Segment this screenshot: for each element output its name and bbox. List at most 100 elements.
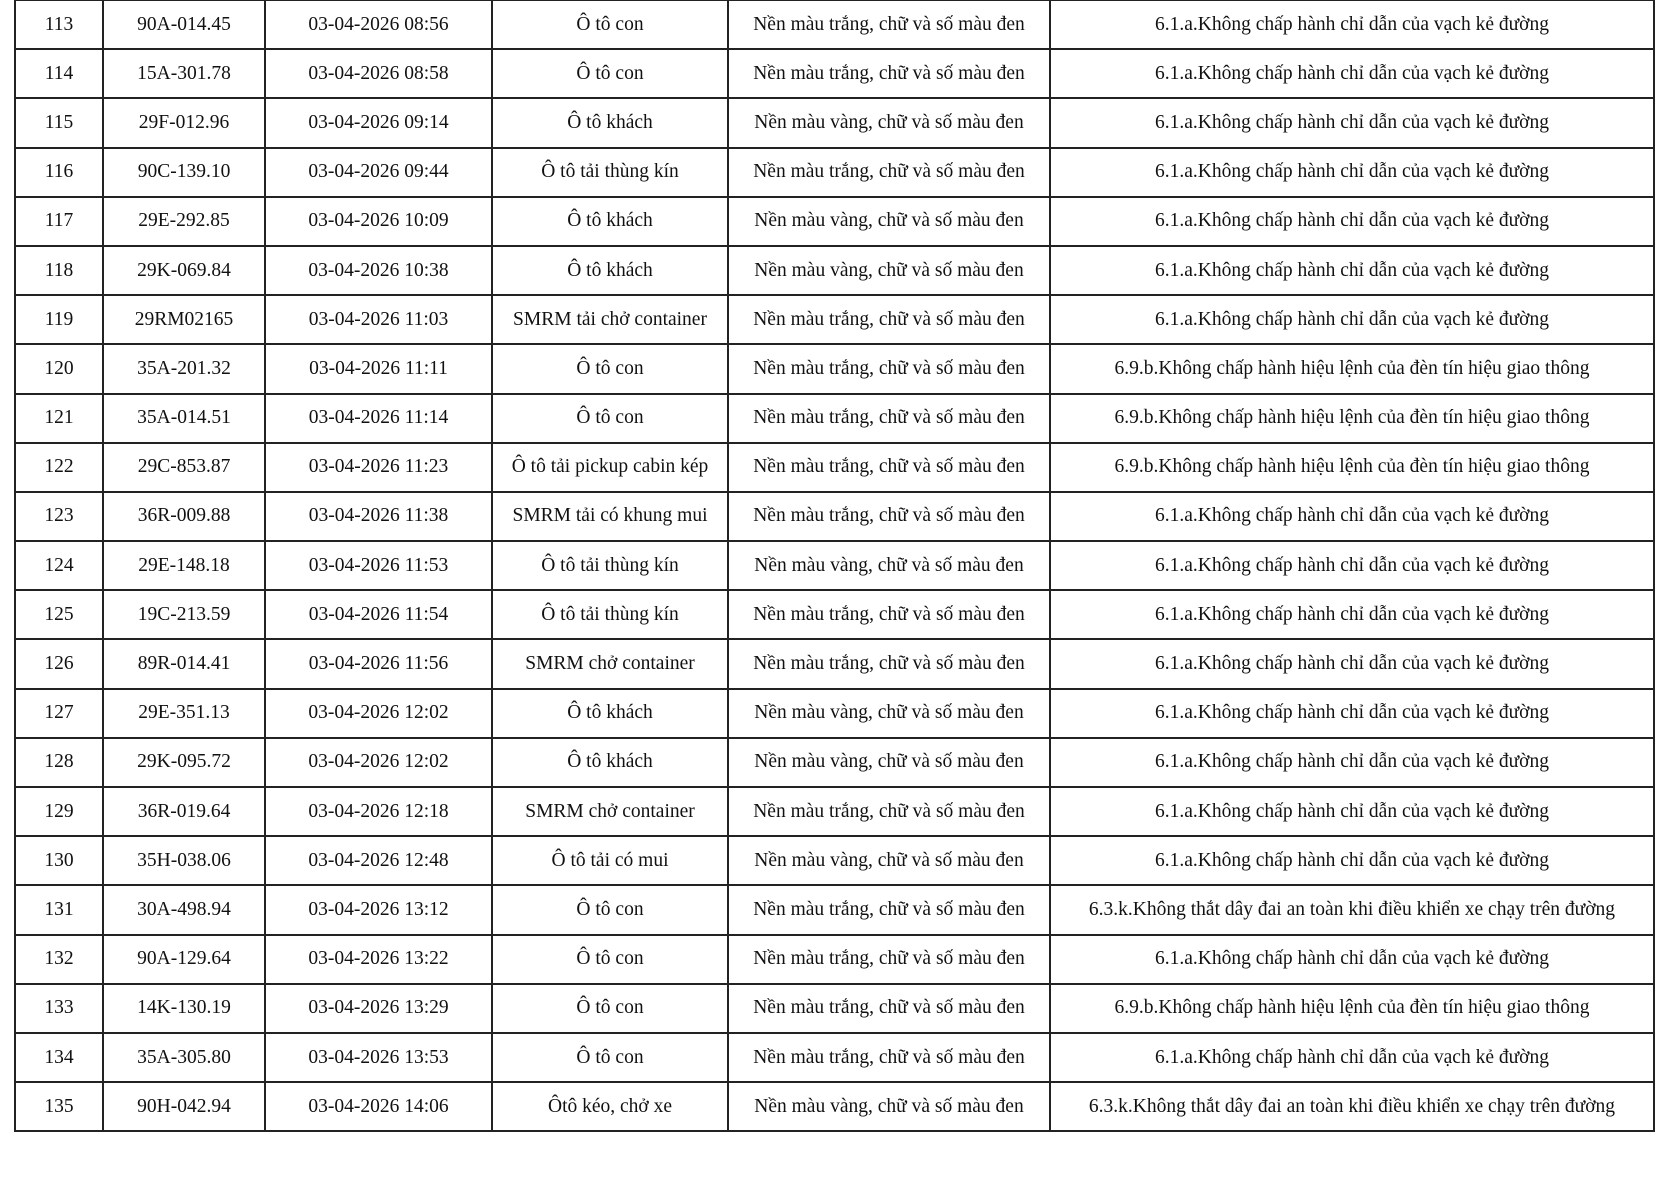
- plate-color-cell: Nền màu trắng, chữ và số màu đen: [727, 589, 1051, 641]
- license-plate-cell: 29K-069.84: [102, 244, 266, 297]
- violation-description-cell: 6.1.a.Không chấp hành chỉ dẫn của vạch k…: [1049, 146, 1655, 198]
- violation-time-cell: 03-04-2026 10:38: [264, 244, 493, 297]
- table-row: 115 29F-012.96 03-04-2026 09:14 Ô tô khách N…: [14, 97, 1655, 149]
- plate-color-cell: Nền màu trắng, chữ và số màu đen: [727, 1031, 1051, 1084]
- violation-time-cell: 03-04-2026 12:02: [264, 687, 493, 739]
- vehicle-type-cell: Ô tô khách: [491, 195, 729, 247]
- violation-description-cell: 6.1.a.Không chấp hành chỉ dẫn của vạch k…: [1049, 785, 1655, 838]
- violation-time-cell: 03-04-2026 10:09: [264, 195, 493, 247]
- row-number-cell: 128: [14, 736, 104, 789]
- violation-description-cell: 6.1.a.Không chấp hành chỉ dẫn của vạch k…: [1049, 244, 1655, 297]
- table-row: 133 14K-130.19 03-04-2026 13:29 Ô tô con Nền…: [14, 982, 1655, 1034]
- row-number-cell: 122: [14, 441, 104, 493]
- license-plate-cell: 89R-014.41: [102, 638, 266, 690]
- table-row: 129 36R-019.64 03-04-2026 12:18 SMRM chở co…: [14, 785, 1655, 838]
- vehicle-type-cell: Ô tô tải pickup cabin kép: [491, 441, 729, 493]
- plate-color-cell: Nền màu vàng, chữ và số màu đen: [727, 687, 1051, 739]
- row-number-cell: 124: [14, 540, 104, 592]
- license-plate-cell: 30A-498.94: [102, 884, 266, 936]
- violation-time-cell: 03-04-2026 08:56: [264, 0, 493, 51]
- plate-color-cell: Nền màu vàng, chữ và số màu đen: [727, 835, 1051, 887]
- row-number-cell: 125: [14, 589, 104, 641]
- violation-description-cell: 6.1.a.Không chấp hành chỉ dẫn của vạch k…: [1049, 540, 1655, 592]
- table-row: 116 90C-139.10 03-04-2026 09:44 Ô tô tải th…: [14, 146, 1655, 198]
- violation-time-cell: 03-04-2026 13:29: [264, 982, 493, 1034]
- violations-table-body: 113 90A-014.45 03-04-2026 08:56 Ô tô con Nền…: [14, 0, 1655, 1133]
- violation-time-cell: 03-04-2026 13:12: [264, 884, 493, 936]
- plate-color-cell: Nền màu trắng, chữ và số màu đen: [727, 48, 1051, 100]
- table-row: 118 29K-069.84 03-04-2026 10:38 Ô tô khách N…: [14, 244, 1655, 297]
- vehicle-type-cell: Ô tô con: [491, 48, 729, 100]
- vehicle-type-cell: Ô tô con: [491, 884, 729, 936]
- table-row: 126 89R-014.41 03-04-2026 11:56 SMRM chở co…: [14, 638, 1655, 690]
- license-plate-cell: 29E-148.18: [102, 540, 266, 592]
- violation-description-cell: 6.1.a.Không chấp hành chỉ dẫn của vạch k…: [1049, 687, 1655, 739]
- plate-color-cell: Nền màu trắng, chữ và số màu đen: [727, 392, 1051, 444]
- violation-description-cell: 6.1.a.Không chấp hành chỉ dẫn của vạch k…: [1049, 490, 1655, 543]
- violation-description-cell: 6.1.a.Không chấp hành chỉ dẫn của vạch k…: [1049, 835, 1655, 887]
- table-row: 135 90H-042.94 03-04-2026 14:06 Ôtô kéo, ch…: [14, 1081, 1655, 1133]
- plate-color-cell: Nền màu trắng, chữ và số màu đen: [727, 638, 1051, 690]
- violation-description-cell: 6.1.a.Không chấp hành chỉ dẫn của vạch k…: [1049, 195, 1655, 247]
- plate-color-cell: Nền màu trắng, chữ và số màu đen: [727, 933, 1051, 985]
- plate-color-cell: Nền màu vàng, chữ và số màu đen: [727, 1081, 1051, 1133]
- license-plate-cell: 29C-853.87: [102, 441, 266, 493]
- plate-color-cell: Nền màu trắng, chữ và số màu đen: [727, 490, 1051, 543]
- row-number-cell: 120: [14, 343, 104, 395]
- license-plate-cell: 19C-213.59: [102, 589, 266, 641]
- violation-description-cell: 6.9.b.Không chấp hành hiệu lệnh của đèn …: [1049, 982, 1655, 1034]
- vehicle-type-cell: Ô tô khách: [491, 97, 729, 149]
- violation-time-cell: 03-04-2026 11:38: [264, 490, 493, 543]
- violation-description-cell: 6.1.a.Không chấp hành chỉ dẫn của vạch k…: [1049, 48, 1655, 100]
- vehicle-type-cell: SMRM tải có khung mui: [491, 490, 729, 543]
- violation-time-cell: 03-04-2026 12:48: [264, 835, 493, 887]
- violation-description-cell: 6.1.a.Không chấp hành chỉ dẫn của vạch k…: [1049, 97, 1655, 149]
- table-row: 134 35A-305.80 03-04-2026 13:53 Ô tô con Nền…: [14, 1031, 1655, 1084]
- license-plate-cell: 29F-012.96: [102, 97, 266, 149]
- vehicle-type-cell: Ôtô kéo, chở xe: [491, 1081, 729, 1133]
- table-row: 127 29E-351.13 03-04-2026 12:02 Ô tô khách N…: [14, 687, 1655, 739]
- table-row: 131 30A-498.94 03-04-2026 13:12 Ô tô con Nền…: [14, 884, 1655, 936]
- table-row: 128 29K-095.72 03-04-2026 12:02 Ô tô khách N…: [14, 736, 1655, 789]
- vehicle-type-cell: SMRM tải chở container: [491, 294, 729, 346]
- table-row: 120 35A-201.32 03-04-2026 11:11 Ô tô con Nền…: [14, 343, 1655, 395]
- vehicle-type-cell: Ô tô tải thùng kín: [491, 146, 729, 198]
- plate-color-cell: Nền màu trắng, chữ và số màu đen: [727, 343, 1051, 395]
- violation-time-cell: 03-04-2026 14:06: [264, 1081, 493, 1133]
- violations-table: 113 90A-014.45 03-04-2026 08:56 Ô tô con Nền…: [14, 0, 1655, 1133]
- violation-time-cell: 03-04-2026 11:03: [264, 294, 493, 346]
- row-number-cell: 127: [14, 687, 104, 739]
- table-row: 122 29C-853.87 03-04-2026 11:23 Ô tô tải pi…: [14, 441, 1655, 493]
- violation-time-cell: 03-04-2026 08:58: [264, 48, 493, 100]
- plate-color-cell: Nền màu vàng, chữ và số màu đen: [727, 736, 1051, 789]
- row-number-cell: 129: [14, 785, 104, 838]
- violation-time-cell: 03-04-2026 09:14: [264, 97, 493, 149]
- row-number-cell: 126: [14, 638, 104, 690]
- vehicle-type-cell: Ô tô tải có mui: [491, 835, 729, 887]
- plate-color-cell: Nền màu trắng, chữ và số màu đen: [727, 294, 1051, 346]
- row-number-cell: 131: [14, 884, 104, 936]
- table-row: 132 90A-129.64 03-04-2026 13:22 Ô tô con Nền…: [14, 933, 1655, 985]
- vehicle-type-cell: Ô tô tải thùng kín: [491, 540, 729, 592]
- vehicle-type-cell: Ô tô khách: [491, 244, 729, 297]
- violation-time-cell: 03-04-2026 12:18: [264, 785, 493, 838]
- vehicle-type-cell: Ô tô con: [491, 392, 729, 444]
- row-number-cell: 115: [14, 97, 104, 149]
- table-row: 117 29E-292.85 03-04-2026 10:09 Ô tô khách N…: [14, 195, 1655, 247]
- table-row: 124 29E-148.18 03-04-2026 11:53 Ô tô tải th…: [14, 540, 1655, 592]
- violation-description-cell: 6.1.a.Không chấp hành chỉ dẫn của vạch k…: [1049, 589, 1655, 641]
- license-plate-cell: 15A-301.78: [102, 48, 266, 100]
- license-plate-cell: 90H-042.94: [102, 1081, 266, 1133]
- license-plate-cell: 29E-351.13: [102, 687, 266, 739]
- row-number-cell: 134: [14, 1031, 104, 1084]
- row-number-cell: 118: [14, 244, 104, 297]
- license-plate-cell: 35A-201.32: [102, 343, 266, 395]
- license-plate-cell: 14K-130.19: [102, 982, 266, 1034]
- plate-color-cell: Nền màu trắng, chữ và số màu đen: [727, 0, 1051, 51]
- row-number-cell: 132: [14, 933, 104, 985]
- violation-time-cell: 03-04-2026 11:23: [264, 441, 493, 493]
- violation-description-cell: 6.9.b.Không chấp hành hiệu lệnh của đèn …: [1049, 441, 1655, 493]
- violation-description-cell: 6.1.a.Không chấp hành chỉ dẫn của vạch k…: [1049, 736, 1655, 789]
- license-plate-cell: 90C-139.10: [102, 146, 266, 198]
- violation-description-cell: 6.9.b.Không chấp hành hiệu lệnh của đèn …: [1049, 343, 1655, 395]
